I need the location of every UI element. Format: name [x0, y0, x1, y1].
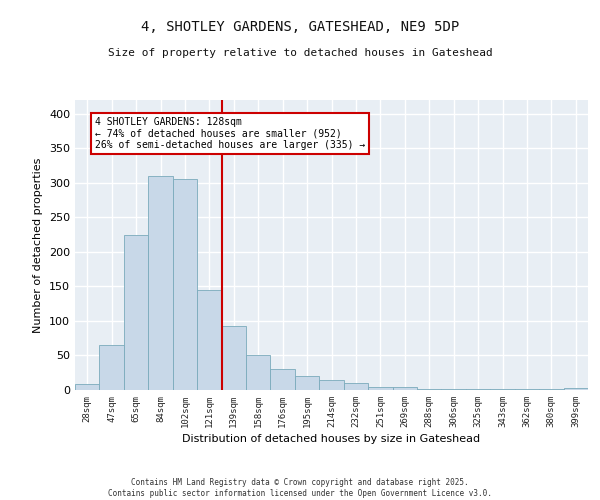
Text: 4, SHOTLEY GARDENS, GATESHEAD, NE9 5DP: 4, SHOTLEY GARDENS, GATESHEAD, NE9 5DP [141, 20, 459, 34]
Bar [148, 176, 173, 390]
Bar [563, 388, 588, 390]
Bar [368, 386, 392, 390]
Text: 4 SHOTLEY GARDENS: 128sqm
← 74% of detached houses are smaller (952)
26% of semi: 4 SHOTLEY GARDENS: 128sqm ← 74% of detac… [95, 118, 365, 150]
Bar [197, 290, 221, 390]
Bar [417, 388, 442, 390]
Text: Size of property relative to detached houses in Gateshead: Size of property relative to detached ho… [107, 48, 493, 58]
Bar [271, 368, 295, 390]
Bar [173, 180, 197, 390]
Bar [344, 383, 368, 390]
Bar [75, 384, 100, 390]
Bar [246, 356, 271, 390]
Bar [490, 388, 515, 390]
Bar [392, 387, 417, 390]
Bar [319, 380, 344, 390]
Bar [124, 234, 148, 390]
Bar [221, 326, 246, 390]
X-axis label: Distribution of detached houses by size in Gateshead: Distribution of detached houses by size … [182, 434, 481, 444]
Bar [100, 345, 124, 390]
Y-axis label: Number of detached properties: Number of detached properties [34, 158, 43, 332]
Bar [295, 376, 319, 390]
Text: Contains HM Land Registry data © Crown copyright and database right 2025.
Contai: Contains HM Land Registry data © Crown c… [108, 478, 492, 498]
